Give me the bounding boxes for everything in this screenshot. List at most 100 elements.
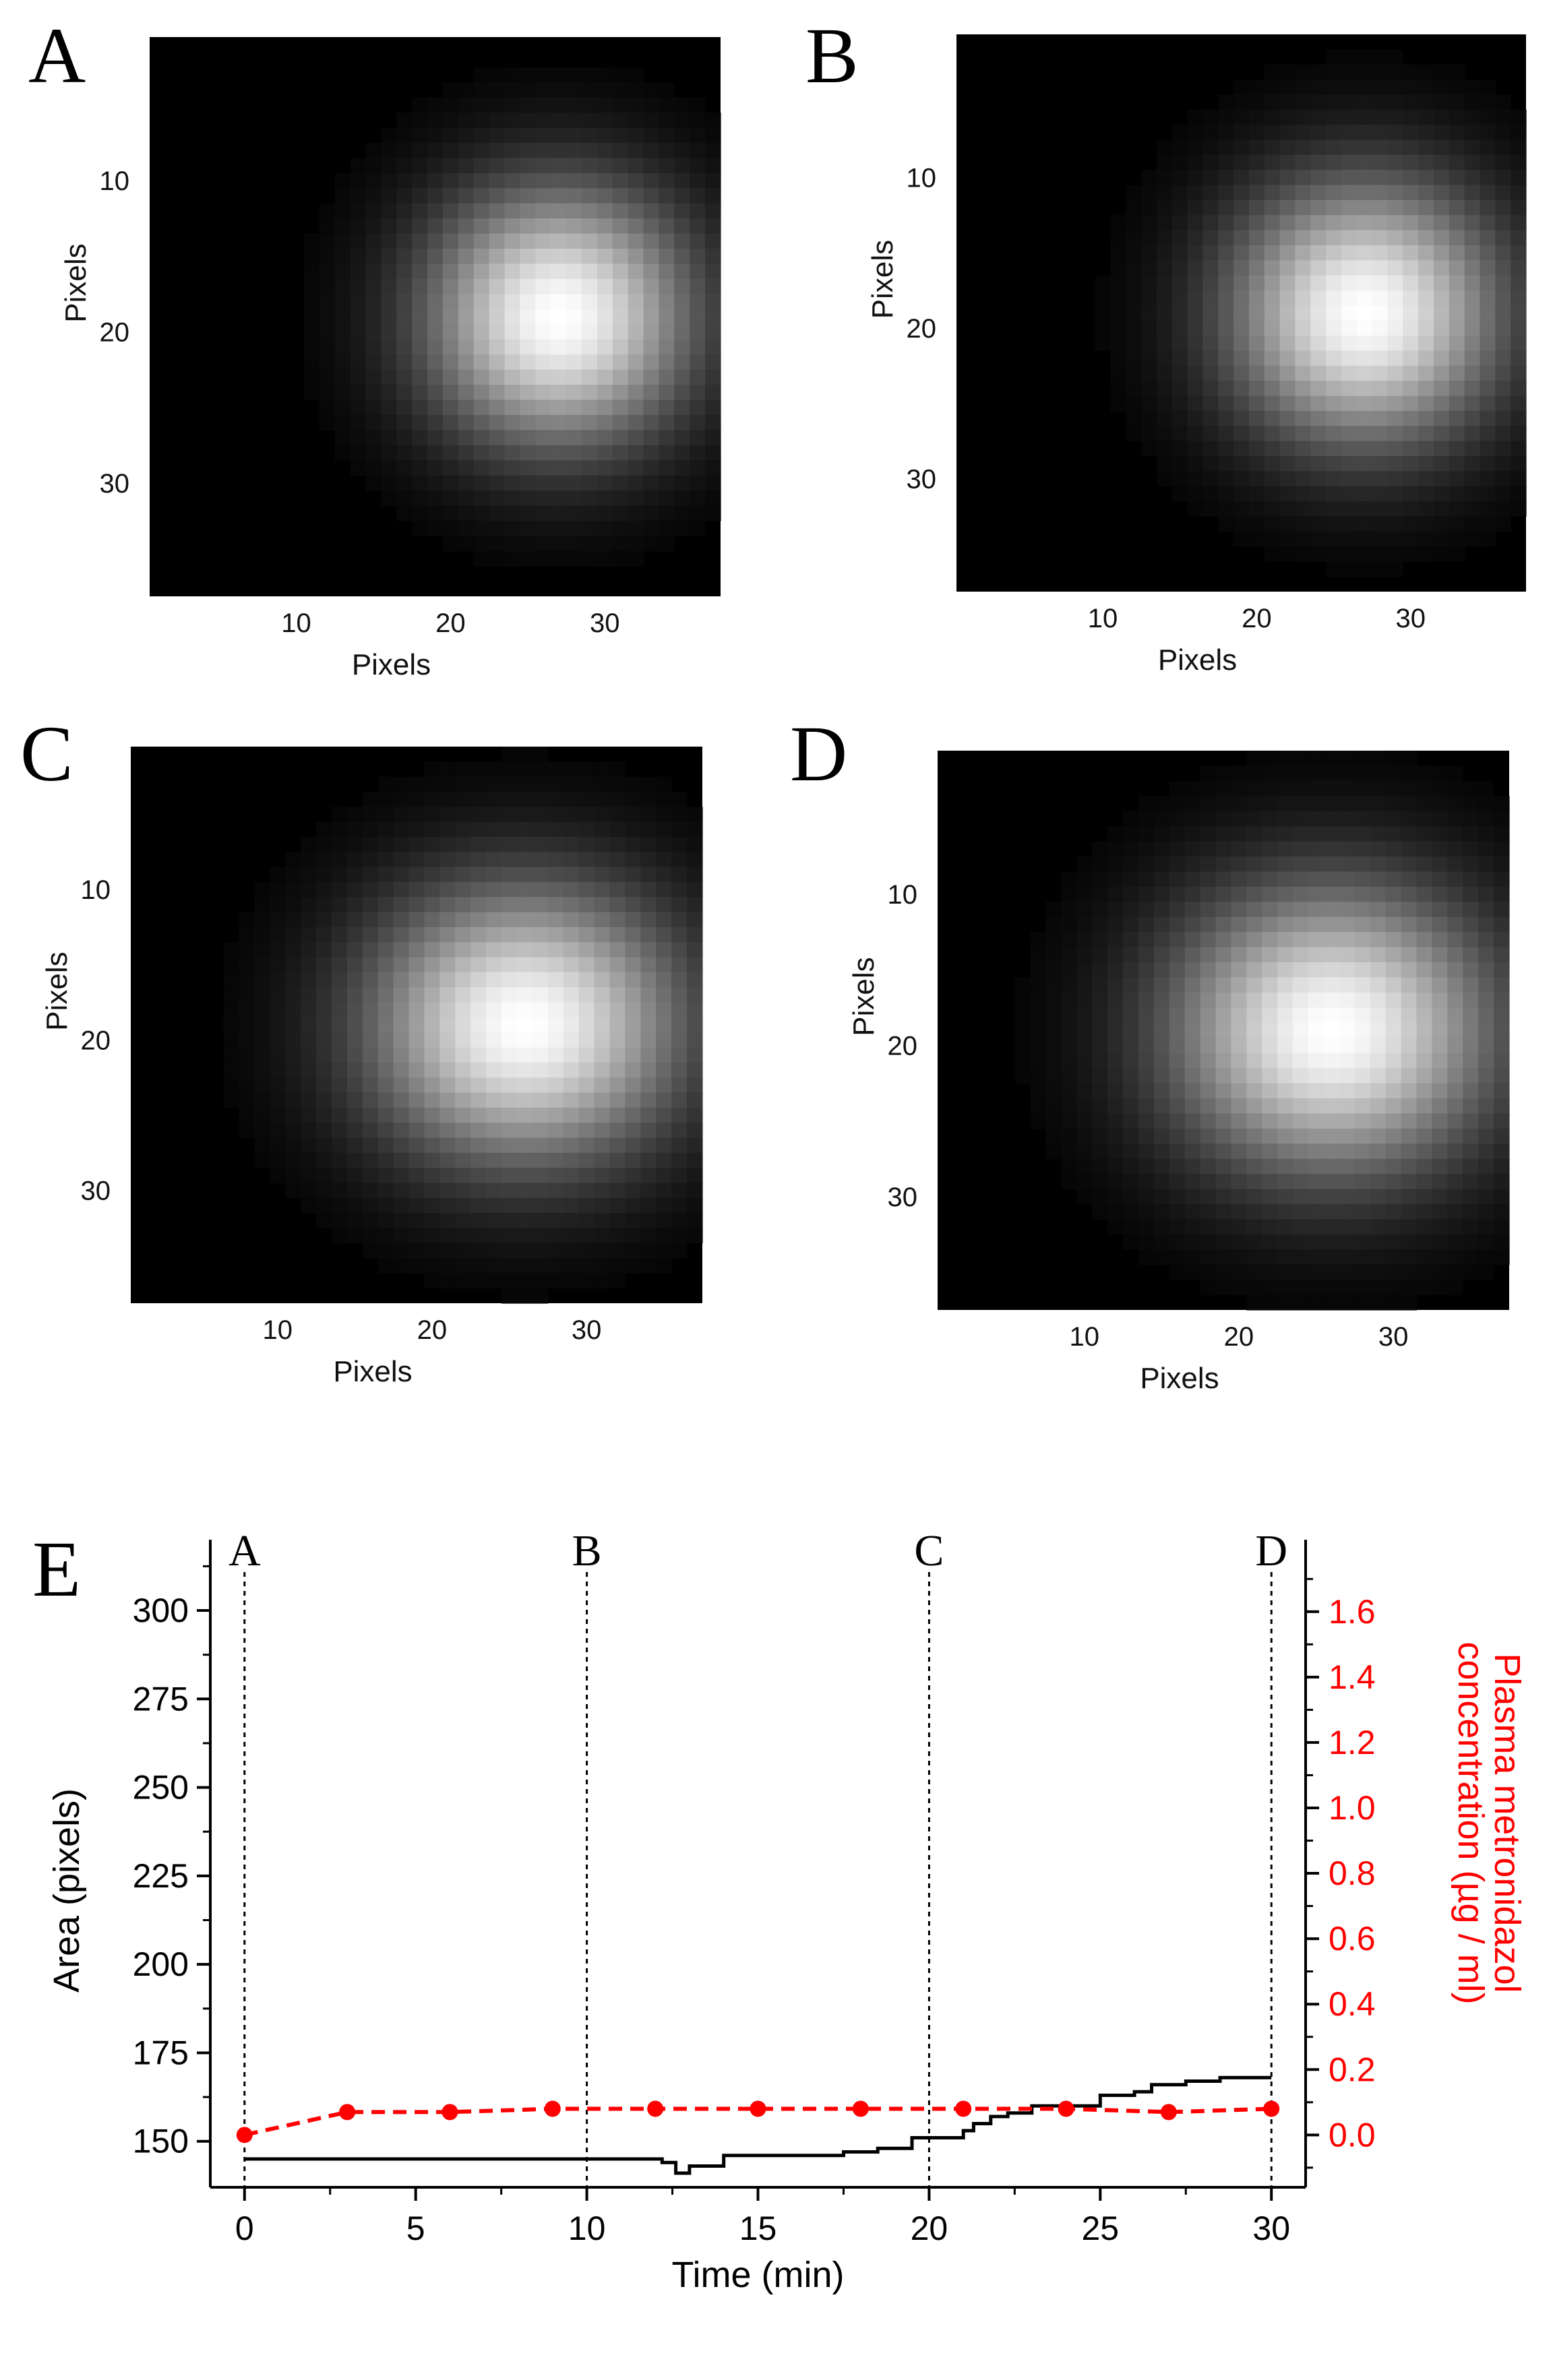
heatmap-cell (393, 1092, 410, 1108)
heatmap-cell (1234, 456, 1250, 472)
heatmap-cell (643, 249, 660, 265)
heatmap-cell (1014, 1038, 1031, 1054)
heatmap-cell (319, 339, 336, 355)
heatmap-cell (1480, 154, 1496, 170)
heatmap-cell (628, 233, 644, 249)
heatmap-cell (671, 987, 688, 1003)
heatmap-cell (1432, 1098, 1448, 1114)
x-tick-label: 30 (1252, 2210, 1290, 2247)
heatmap-cell (285, 1047, 301, 1063)
heatmap-cell (1339, 932, 1356, 948)
heatmap-cell (1418, 215, 1434, 231)
heatmap-cell (486, 1228, 502, 1244)
heatmap-cell (408, 776, 425, 792)
heatmap-cell (486, 867, 502, 883)
heatmap-cell (412, 460, 428, 476)
heatmap-cell (1341, 350, 1358, 367)
heatmap-cell (516, 836, 533, 852)
heatmap-cell (346, 1002, 363, 1018)
heatmap-cell (350, 263, 367, 280)
heatmap-cell (501, 807, 518, 823)
heatmap-cell (1480, 365, 1496, 381)
heatmap-cell (1339, 1280, 1356, 1296)
heatmap-cell (1433, 275, 1450, 291)
heatmap-cell (671, 957, 688, 973)
heatmap-cell (1433, 109, 1450, 125)
heatmap-cell (1218, 260, 1234, 276)
heatmap-cell (1494, 962, 1510, 978)
heatmap-cell (1326, 336, 1342, 351)
heatmap-cell (566, 278, 582, 294)
heatmap-cell (1449, 260, 1465, 276)
heatmap-cell (501, 1168, 518, 1183)
heatmap-cell (1356, 320, 1373, 336)
heatmap-cell (628, 445, 644, 461)
heatmap-cell (535, 430, 551, 446)
heatmap-cell (520, 551, 536, 567)
heatmap-cell (520, 233, 536, 249)
heatmap-cell (439, 1258, 456, 1274)
heatmap-cell (458, 490, 475, 506)
heatmap-cell (640, 942, 657, 958)
heatmap-cell (346, 1152, 363, 1168)
heatmap-cell (581, 203, 598, 219)
heatmap-cell (1138, 1113, 1155, 1129)
heatmap-cell (1092, 841, 1108, 857)
heatmap-cell (331, 821, 348, 838)
heatmap-cell (1447, 1280, 1463, 1296)
heatmap-cell (1323, 962, 1340, 978)
heatmap-cell (316, 972, 332, 988)
heatmap-cell (331, 957, 348, 973)
heatmap-cell (628, 158, 644, 174)
heatmap-cell (1418, 516, 1434, 532)
heatmap-cell (1511, 456, 1527, 472)
heatmap-cell (659, 158, 675, 174)
heatmap-cell (532, 1047, 549, 1063)
heatmap-cell (346, 1213, 363, 1228)
heatmap-cell (362, 927, 379, 943)
heatmap-cell (532, 912, 549, 928)
heatmap-cell (520, 263, 536, 280)
heatmap-cell (1231, 1189, 1247, 1205)
heatmap-cell (427, 505, 444, 522)
heatmap-cell (1218, 290, 1234, 306)
heatmap-cell (581, 143, 598, 159)
heatmap-cell (1293, 962, 1309, 978)
heatmap-cell (1246, 826, 1262, 842)
heatmap-cell (1387, 396, 1403, 412)
heatmap-cell (566, 113, 582, 129)
heatmap-cell (625, 807, 641, 823)
heatmap-cell (1126, 245, 1142, 261)
heatmap-cell (254, 912, 270, 928)
heatmap-cell (1372, 245, 1389, 261)
heatmap-cell (597, 505, 613, 522)
heatmap-cell (424, 1047, 440, 1063)
heatmap-cell (381, 369, 397, 385)
heatmap-cell (1092, 1158, 1108, 1175)
heatmap-cell (1370, 992, 1387, 1008)
heatmap-cell (1356, 290, 1373, 306)
heatmap-cell (1295, 471, 1311, 487)
heatmap-cell (1187, 109, 1204, 125)
heatmap-cell (334, 339, 351, 355)
heatmap-cell (597, 309, 613, 325)
heatmap-cell (303, 294, 320, 310)
heatmap-cell (705, 143, 721, 159)
heatmap-cell (656, 1123, 672, 1139)
heatmap-cell (1401, 1007, 1418, 1024)
heatmap-cell (1326, 154, 1342, 170)
heatmap-cell (690, 113, 706, 129)
heatmap-cell (1370, 1294, 1387, 1311)
heatmap-cell (1202, 456, 1219, 472)
heatmap-cell (1076, 977, 1093, 993)
heatmap-cell (377, 1123, 394, 1139)
heatmap-cell (581, 188, 598, 204)
heatmap-cell (1480, 531, 1496, 547)
heatmap-cell (1264, 381, 1281, 397)
heatmap-cell (1403, 245, 1419, 261)
heatmap-cell (1511, 185, 1527, 201)
heatmap-cell (470, 761, 487, 778)
heatmap-cell (1076, 1174, 1093, 1190)
heatmap-cell (1310, 336, 1327, 351)
heatmap-cell (1262, 1219, 1278, 1235)
